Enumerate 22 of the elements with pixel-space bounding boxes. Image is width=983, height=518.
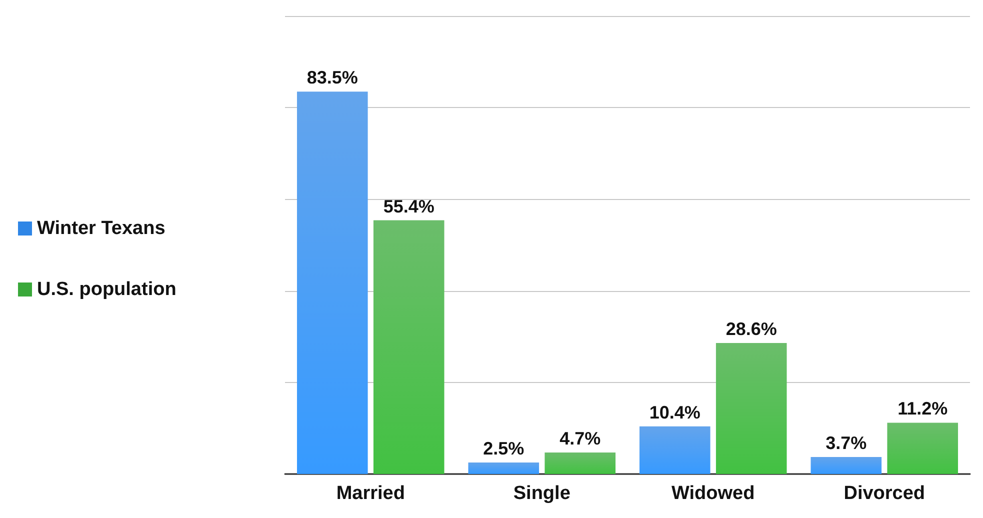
bar [887,422,958,474]
legend-label: Winter Texans [37,218,166,239]
bar [296,92,368,474]
data-label: 55.4% [383,196,434,216]
bar [468,462,540,474]
bar [373,220,444,474]
x-tick-label: Single [513,483,570,504]
legend-label: U.S. population [37,279,176,300]
bar [639,426,710,474]
data-label: 2.5% [483,438,524,459]
x-tick-label: Married [336,483,405,504]
data-label: 83.5% [306,68,358,88]
x-tick-label: Widowed [672,483,755,504]
data-label: 28.6% [726,319,777,340]
data-label: 11.2% [898,398,948,419]
bar [810,457,882,474]
bar [716,343,787,474]
data-label: 3.7% [826,433,867,454]
x-tick-label: Divorced [844,483,926,504]
bar [544,452,616,474]
data-label: 10.4% [649,402,700,422]
data-label: 4.7% [560,428,601,448]
